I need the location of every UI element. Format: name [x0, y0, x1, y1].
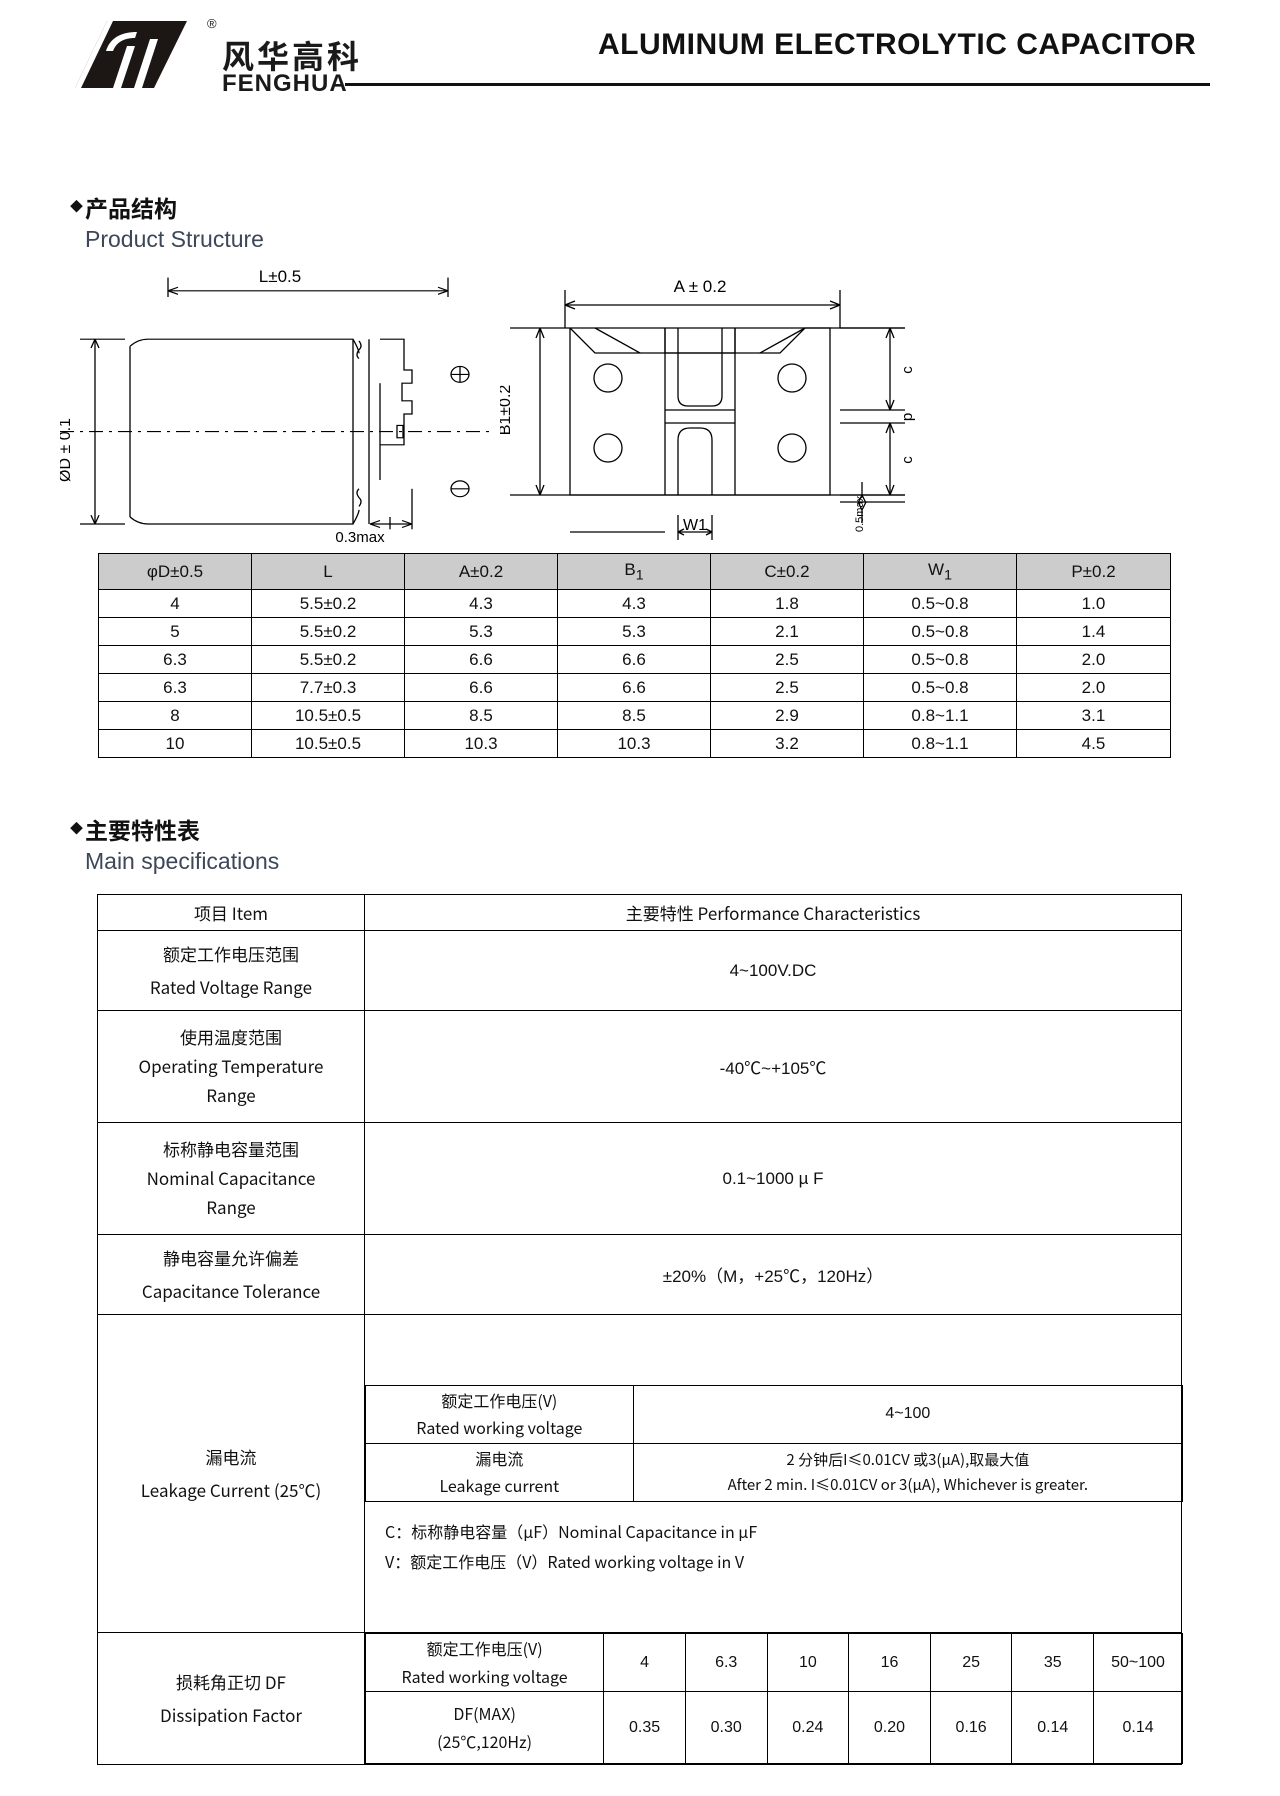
svg-text:A ± 0.2: A ± 0.2	[674, 277, 727, 296]
svg-text:p: p	[899, 413, 916, 421]
svg-text:L±0.5: L±0.5	[259, 267, 301, 286]
svg-text:ØD ± 0.1: ØD ± 0.1	[60, 418, 74, 482]
svg-text:B1±0.2: B1±0.2	[500, 385, 514, 436]
svg-text:0.3max: 0.3max	[335, 529, 385, 545]
svg-text:c: c	[899, 366, 916, 374]
svg-text:0.5max: 0.5max	[854, 495, 866, 532]
svg-text:c: c	[899, 456, 916, 464]
svg-text:W1: W1	[683, 517, 707, 534]
